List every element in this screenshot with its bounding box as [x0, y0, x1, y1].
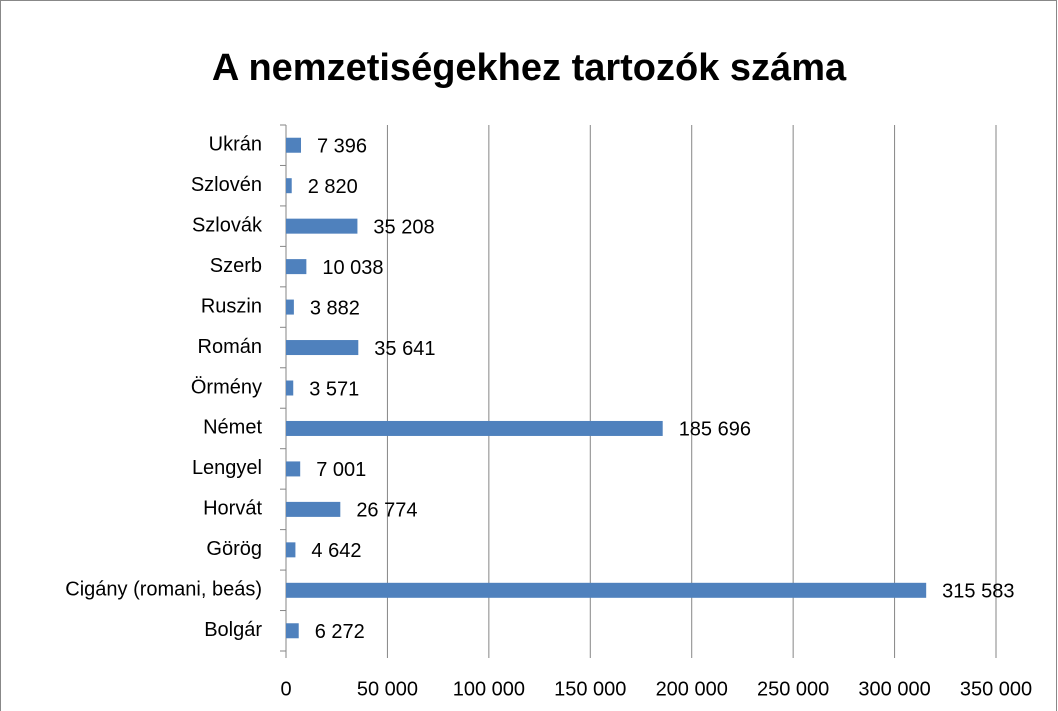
y-tick-label: Szerb [210, 255, 262, 277]
value-label: 3 882 [310, 297, 360, 319]
y-tick-label: Lengyel [192, 457, 262, 479]
y-tick-label: Örmény [191, 376, 262, 398]
y-tick-label: Román [198, 336, 262, 358]
y-tick-label: Görög [206, 538, 262, 560]
bar [286, 461, 301, 477]
y-tick-label: Bolgár [204, 619, 262, 641]
value-label: 3 571 [309, 378, 359, 400]
x-tick-label: 350 000 [960, 678, 1032, 700]
y-tick-label: Német [203, 417, 262, 439]
x-tick-label: 150 000 [554, 678, 626, 700]
value-label: 7 001 [316, 459, 366, 481]
bar [286, 340, 359, 356]
value-label: 35 208 [373, 216, 434, 238]
value-label: 4 642 [311, 540, 361, 562]
bar [286, 501, 341, 517]
bar [286, 259, 307, 275]
bar [286, 542, 296, 558]
y-tick-label: Ruszin [201, 295, 262, 317]
bar [286, 582, 927, 598]
value-label: 35 641 [374, 338, 435, 360]
y-tick-label: Ukrán [209, 134, 262, 156]
x-tick-label: 200 000 [656, 678, 728, 700]
y-tick-label: Horvát [203, 498, 262, 520]
x-tick-label: 50 000 [357, 678, 418, 700]
bar [286, 218, 358, 234]
y-tick-label: Szlovén [191, 174, 262, 196]
y-tick-label: Cigány (romani, beás) [65, 579, 262, 601]
y-tick-label: Szlovák [192, 214, 263, 236]
value-label: 26 774 [356, 500, 417, 522]
x-tick-label: 100 000 [453, 678, 525, 700]
bar [286, 137, 302, 153]
value-label: 185 696 [679, 419, 751, 441]
value-label: 10 038 [322, 257, 383, 279]
value-label: 6 272 [315, 621, 365, 643]
x-tick-label: 300 000 [858, 678, 930, 700]
bar [286, 623, 299, 639]
chart-title: A nemzetiségekhez tartozók száma [212, 47, 847, 89]
bar [286, 420, 663, 436]
value-label: 315 583 [942, 581, 1014, 603]
x-tick-label: 250 000 [757, 678, 829, 700]
bar [286, 178, 292, 194]
bar [286, 380, 294, 396]
value-label: 7 396 [317, 136, 367, 158]
value-label: 2 820 [308, 176, 358, 198]
x-tick-label: 0 [280, 678, 291, 700]
bar [286, 299, 294, 315]
